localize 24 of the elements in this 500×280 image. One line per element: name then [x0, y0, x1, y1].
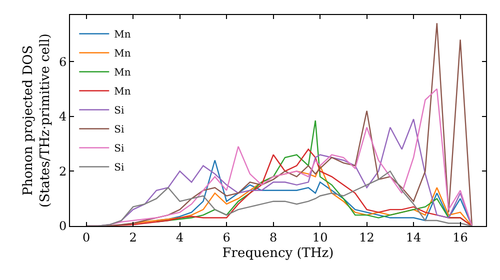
y-tick-label: 0 [58, 219, 67, 234]
x-tick-label: 4 [176, 230, 184, 244]
x-tick-label: 6 [222, 230, 230, 244]
x-tick-label: 12 [359, 230, 374, 244]
x-tick-label: 2 [129, 230, 137, 244]
legend-label: Mn [114, 48, 132, 60]
y-tick-label: 6 [58, 54, 67, 69]
legend-label: Si [114, 144, 124, 155]
legend-label: Si [114, 162, 124, 174]
legend-label: Si [114, 106, 124, 117]
x-tick-label: 16 [452, 230, 468, 244]
legend-label: Mn [114, 68, 132, 79]
y-tick-label: 4 [58, 110, 67, 124]
y-axis-title: Phonon projected DOS (States/THz·primitive cell) [21, 33, 53, 208]
legend-label: Si [114, 124, 124, 136]
legend-label: Mn [114, 86, 132, 98]
x-tick-label: 10 [312, 230, 328, 244]
legend-label: Mn [114, 30, 132, 41]
y-tick-label: 2 [58, 164, 67, 178]
x-tick-label: 14 [406, 230, 422, 244]
x-tick-label: 8 [270, 230, 278, 244]
x-tick-label: 0 [82, 230, 90, 244]
line-series [86, 170, 473, 226]
x-axis-title: Frequency (THz) [222, 246, 334, 261]
